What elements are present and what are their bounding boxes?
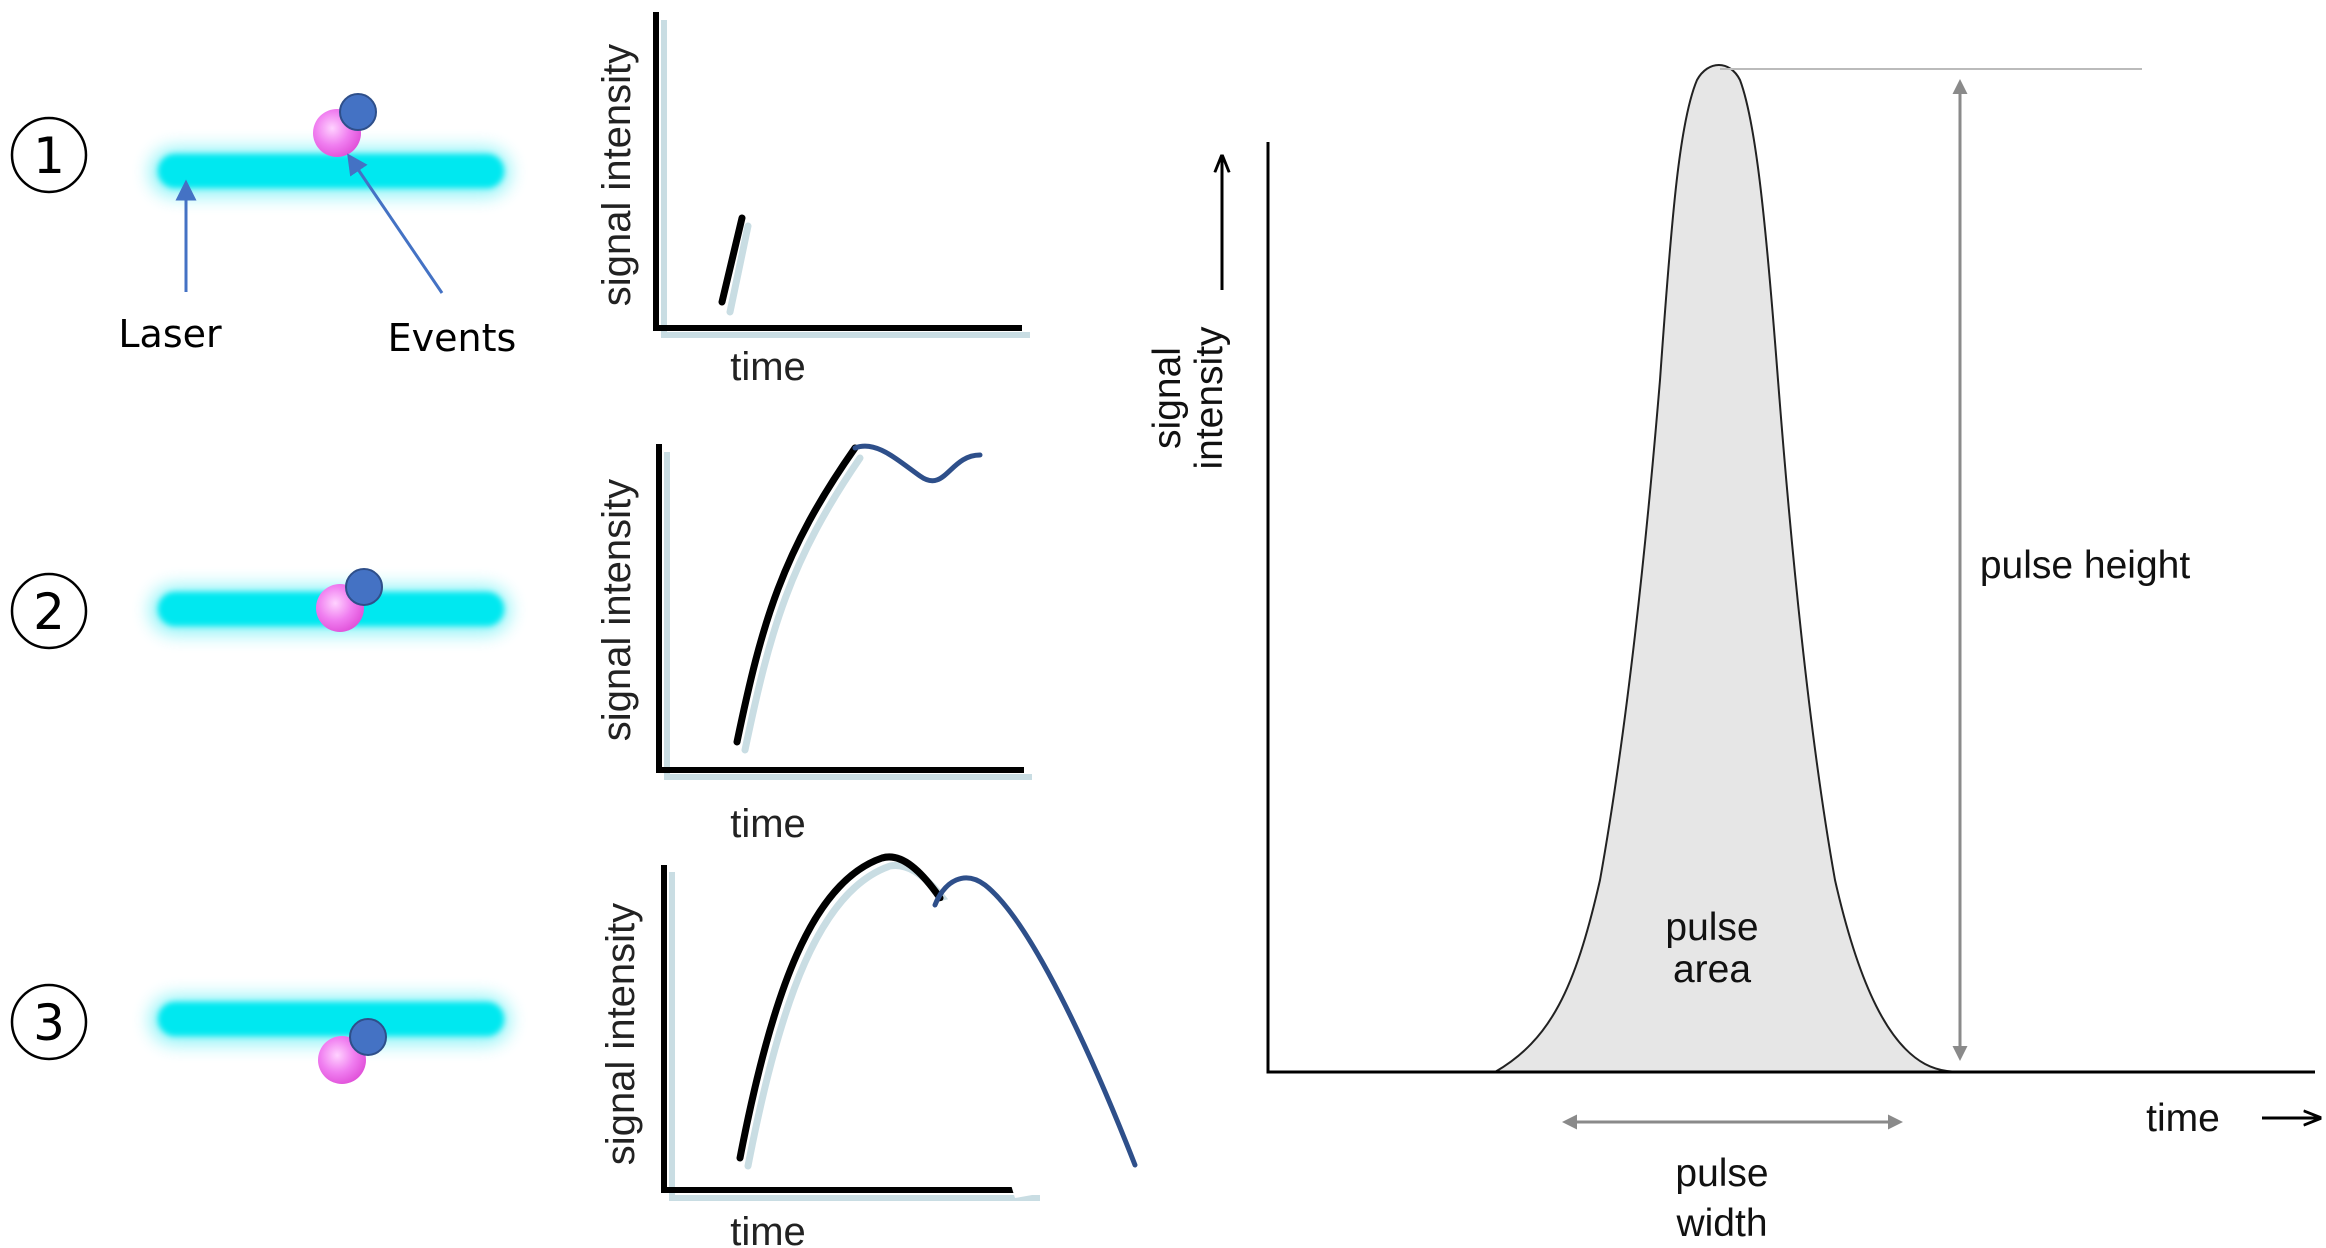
pulse-x-label: time xyxy=(2146,1097,2220,1140)
svg-text:intensity: intensity xyxy=(1188,326,1231,470)
events-label: Events xyxy=(388,316,517,360)
particle-event xyxy=(316,568,383,632)
laser-beam xyxy=(150,996,510,1044)
signal-wave xyxy=(932,875,1138,1168)
signal-wave xyxy=(852,443,983,484)
laser-beam xyxy=(150,148,510,196)
svg-text:area: area xyxy=(1673,948,1751,991)
pulse-axes xyxy=(1266,142,2315,1074)
svg-text:pulse: pulse xyxy=(1665,906,1758,949)
mini-chart-1: signal intensity time xyxy=(595,12,1030,389)
svg-text:width: width xyxy=(1675,1202,1767,1245)
pulse-y-label: signal intensity xyxy=(1146,326,1231,470)
mini-chart-ylabel: signal intensity xyxy=(595,479,639,741)
pulse-curve xyxy=(1491,64,1966,1073)
mini-chart-ylabel: signal intensity xyxy=(595,44,639,306)
mini-chart-2: signal intensity time xyxy=(595,443,1032,846)
step-3-group: 3 signal intensity time xyxy=(10,853,1138,1248)
step-number-circle xyxy=(10,572,88,650)
step-number: 1 xyxy=(33,127,65,185)
pulse-area-label: pulse area xyxy=(1665,906,1758,991)
signal-fade-mask xyxy=(925,890,1060,1198)
particle-event xyxy=(313,93,377,157)
pulse-height-label: pulse height xyxy=(1980,544,2190,587)
step-number-circle xyxy=(10,983,88,1061)
mini-chart-ylabel: signal intensity xyxy=(599,903,643,1165)
mini-chart-xlabel: time xyxy=(730,802,806,846)
pulse-width-label: pulse width xyxy=(1675,1152,1768,1245)
step-2-group: 2 signal intensity time xyxy=(10,443,1032,846)
laser-label: Laser xyxy=(118,312,222,356)
step-number-circle xyxy=(10,116,88,194)
particle-event xyxy=(318,1018,387,1084)
step-1-group: 1 Laser Events signal intensity time xyxy=(10,12,1030,389)
mini-chart-xlabel: time xyxy=(730,345,806,389)
pulse-diagram: signal intensity time pulse height pulse… xyxy=(1146,64,2318,1245)
mini-chart-xlabel: time xyxy=(730,1210,806,1248)
step-number: 2 xyxy=(33,583,65,641)
step-number: 3 xyxy=(33,994,65,1052)
events-pointer-arrow xyxy=(347,153,444,294)
svg-text:pulse: pulse xyxy=(1675,1152,1768,1195)
svg-text:signal: signal xyxy=(1146,347,1189,449)
mini-chart-3: signal intensity time xyxy=(599,853,1138,1248)
